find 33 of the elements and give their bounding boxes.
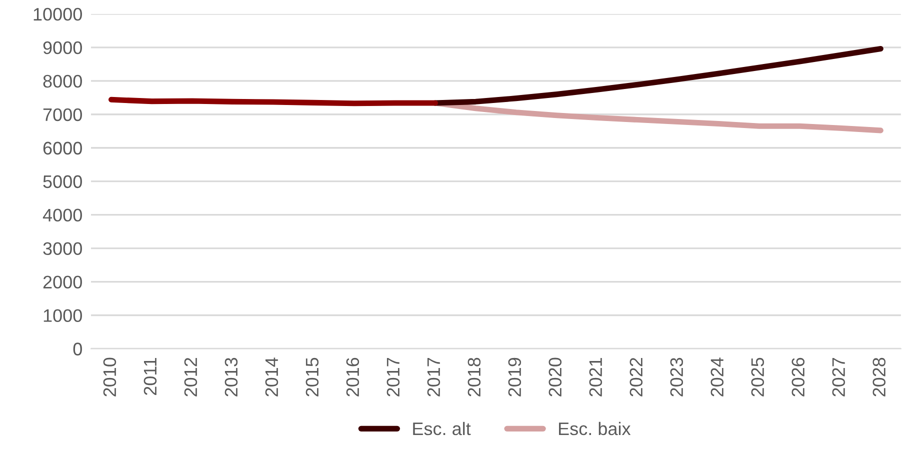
y-tick-label: 9000 <box>43 41 82 54</box>
x-tick-label: 2025 <box>751 358 764 396</box>
x-tick-label: 2023 <box>670 358 684 396</box>
x-tick-label: 2010 <box>103 358 116 396</box>
x-tick-label: 2019 <box>508 358 522 396</box>
x-tick-label: 2020 <box>548 358 562 396</box>
x-tick-label: 2017 <box>386 358 400 396</box>
x-tick-label: 2012 <box>184 358 198 396</box>
x-tick-label: 2022 <box>630 358 643 396</box>
x-tick-label: 2011 <box>144 358 157 396</box>
x-tick-label: 2018 <box>468 358 481 396</box>
y-tick-label: 2000 <box>43 276 82 289</box>
x-tick-label: 2016 <box>346 358 360 396</box>
x-tick-label: 2024 <box>710 358 724 396</box>
y-tick-label: 4000 <box>42 208 82 222</box>
y-tick-label: 10000 <box>34 8 82 21</box>
y-tick-label: 8000 <box>43 74 82 88</box>
y-tick-label: 0 <box>73 342 82 356</box>
x-tick-label: 2014 <box>265 358 278 396</box>
y-tick-label: 1000 <box>44 309 82 322</box>
legend-label: Esc. alt <box>413 422 471 436</box>
x-tick-label: 2015 <box>306 358 319 396</box>
x-tick-label: 2021 <box>589 358 602 396</box>
x-tick-label: 2026 <box>792 358 805 396</box>
x-tick-label: 2028 <box>872 358 886 396</box>
y-tick-label: 3000 <box>43 242 82 256</box>
x-tick-label: 2017 <box>427 358 440 396</box>
x-tick-label: 2013 <box>224 358 238 396</box>
x-tick-label: 2027 <box>832 358 846 396</box>
legend-label: Esc. baix <box>559 422 631 436</box>
y-tick-label: 6000 <box>43 142 82 155</box>
y-tick-label: 5000 <box>43 175 82 188</box>
y-tick-label: 7000 <box>43 108 82 122</box>
